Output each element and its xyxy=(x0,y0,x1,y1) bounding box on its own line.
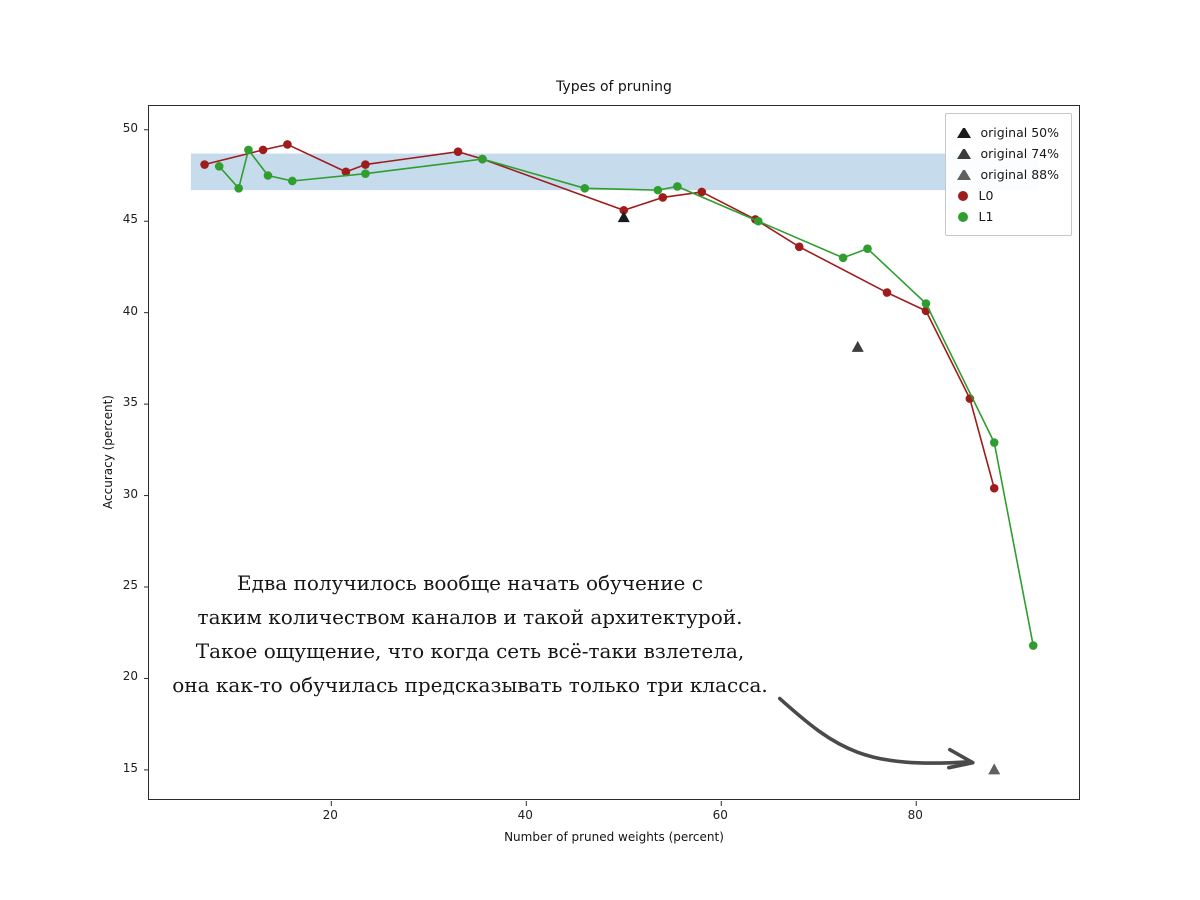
legend-label: original 88% xyxy=(980,167,1059,182)
y-tick-label: 35 xyxy=(122,395,138,410)
annotation-line: она как-то обучилась предсказывать тольк… xyxy=(172,673,768,697)
triangle-marker-icon xyxy=(956,148,971,159)
triangle-marker-icon xyxy=(956,127,971,138)
plot-svg xyxy=(144,129,1039,806)
data-point-L0 xyxy=(453,147,463,157)
x-tick-label: 80 xyxy=(907,808,923,822)
data-point-L1 xyxy=(478,154,487,164)
data-point-L0 xyxy=(200,160,209,169)
y-tick-label: 40 xyxy=(122,303,138,318)
annotation-arrow xyxy=(777,696,973,765)
legend-label: L1 xyxy=(978,209,994,224)
y-tick-label: 20 xyxy=(122,669,138,684)
data-point-L0 xyxy=(658,193,668,202)
data-point-L0 xyxy=(619,205,629,215)
data-point-L0 xyxy=(361,160,370,169)
data-point-L1 xyxy=(1028,641,1038,650)
data-point-L1 xyxy=(361,169,370,178)
data-point-L1 xyxy=(989,438,999,447)
data-point-L1 xyxy=(234,184,243,193)
triangle-marker xyxy=(988,763,1001,775)
legend-item: L0 xyxy=(956,185,1059,206)
circle-marker-icon xyxy=(957,211,968,222)
data-point-L0 xyxy=(882,288,892,297)
triangle-marker-icon xyxy=(956,169,971,180)
data-point-L1 xyxy=(288,176,297,186)
annotation-line: таким количеством каналов и такой архите… xyxy=(197,605,743,629)
data-point-L1 xyxy=(921,299,931,308)
plot-area: original 50% original 74% original 88% L0 L1 xyxy=(144,105,1080,806)
x-tick-label: 40 xyxy=(517,808,533,822)
x-tick-label: 60 xyxy=(712,808,728,822)
circle-marker-icon xyxy=(957,190,968,201)
legend-item: original 74% xyxy=(956,143,1059,164)
data-point-L1 xyxy=(653,185,663,195)
series-line-L0 xyxy=(204,143,996,489)
data-point-L1 xyxy=(214,162,224,171)
legend-box: original 50% original 74% original 88% L0 L1 xyxy=(944,113,1072,236)
x-tick-label: 20 xyxy=(322,808,338,822)
data-point-L0 xyxy=(283,140,292,149)
series-line-L1 xyxy=(218,148,1035,646)
annotation-arrowhead xyxy=(947,747,975,770)
annotation-line: Такое ощущение, что когда сеть всё-таки … xyxy=(195,639,745,663)
data-point-L0 xyxy=(794,242,804,252)
annotation-line: Едва получилось вообще начать обучение с xyxy=(237,571,703,595)
triangle-marker xyxy=(851,340,864,352)
data-point-L0 xyxy=(258,145,268,155)
data-point-L1 xyxy=(863,244,872,253)
legend-label: L0 xyxy=(978,188,994,203)
data-point-L1 xyxy=(263,171,273,180)
data-point-L0 xyxy=(341,167,351,177)
legend-item: original 50% xyxy=(956,122,1059,143)
data-point-L0 xyxy=(697,187,707,197)
legend-label: original 74% xyxy=(980,146,1059,161)
data-point-L0 xyxy=(989,483,999,493)
data-point-L1 xyxy=(754,216,763,226)
y-tick-label: 30 xyxy=(122,486,138,501)
y-tick-label: 25 xyxy=(122,578,138,592)
x-axis-label: Number of pruned weights (percent) xyxy=(504,830,724,844)
y-tick-label: 15 xyxy=(122,760,138,775)
annotation-text: Едва получилось вообще начать обучение с… xyxy=(150,566,790,702)
chart-title: Types of pruning xyxy=(556,79,672,95)
data-point-L1 xyxy=(580,184,590,193)
data-point-L1 xyxy=(244,145,253,155)
triangle-marker xyxy=(617,211,630,223)
y-tick-label: 50 xyxy=(122,120,138,135)
y-tick-label: 45 xyxy=(122,212,138,227)
data-point-L1 xyxy=(673,182,682,191)
legend-item: original 88% xyxy=(956,164,1059,185)
legend-label: original 50% xyxy=(980,125,1059,140)
legend-item: L1 xyxy=(956,206,1059,227)
data-point-L1 xyxy=(838,253,848,263)
highlight-band xyxy=(190,153,1039,191)
